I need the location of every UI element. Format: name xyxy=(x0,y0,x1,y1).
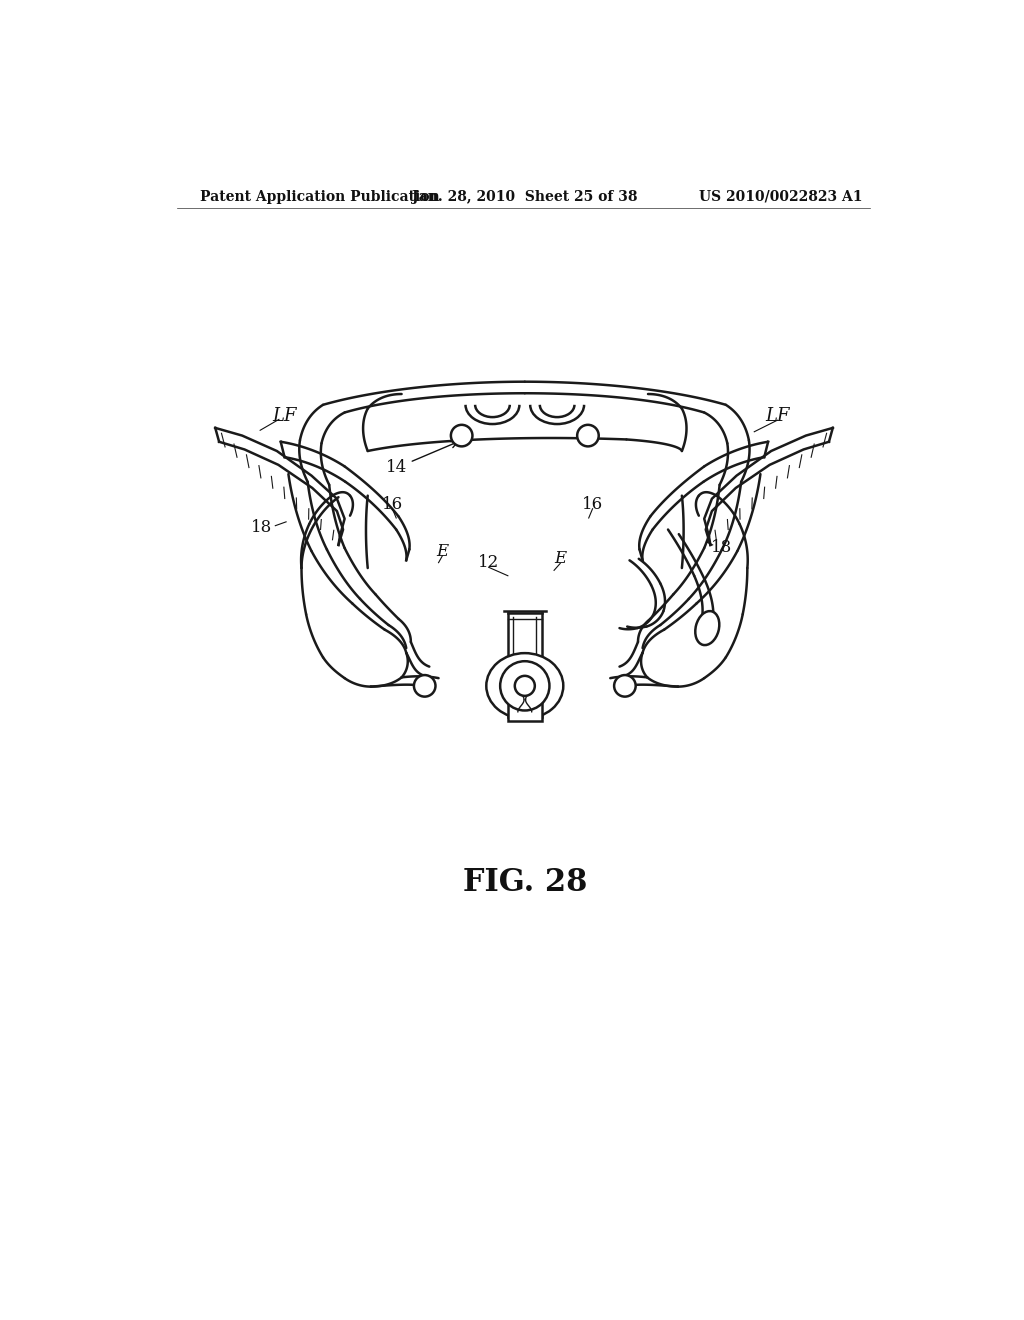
Text: LF: LF xyxy=(765,408,790,425)
Text: 18: 18 xyxy=(712,539,732,556)
Text: 16: 16 xyxy=(582,496,603,513)
Text: 16: 16 xyxy=(382,496,402,513)
Bar xyxy=(508,686,542,721)
Ellipse shape xyxy=(695,611,719,645)
Text: 18: 18 xyxy=(251,520,272,536)
Text: 14: 14 xyxy=(386,441,458,477)
Text: US 2010/0022823 A1: US 2010/0022823 A1 xyxy=(698,190,862,203)
Text: LF: LF xyxy=(272,408,297,425)
Text: 12: 12 xyxy=(478,554,500,572)
Circle shape xyxy=(414,675,435,697)
Circle shape xyxy=(614,675,636,697)
Ellipse shape xyxy=(486,653,563,718)
Text: E: E xyxy=(436,543,449,560)
Text: FIG. 28: FIG. 28 xyxy=(463,867,587,898)
Circle shape xyxy=(451,425,472,446)
Circle shape xyxy=(500,661,550,710)
Text: Jan. 28, 2010  Sheet 25 of 38: Jan. 28, 2010 Sheet 25 of 38 xyxy=(412,190,638,203)
Circle shape xyxy=(515,676,535,696)
Text: Patent Application Publication: Patent Application Publication xyxy=(200,190,439,203)
Text: E: E xyxy=(554,550,566,568)
Circle shape xyxy=(578,425,599,446)
